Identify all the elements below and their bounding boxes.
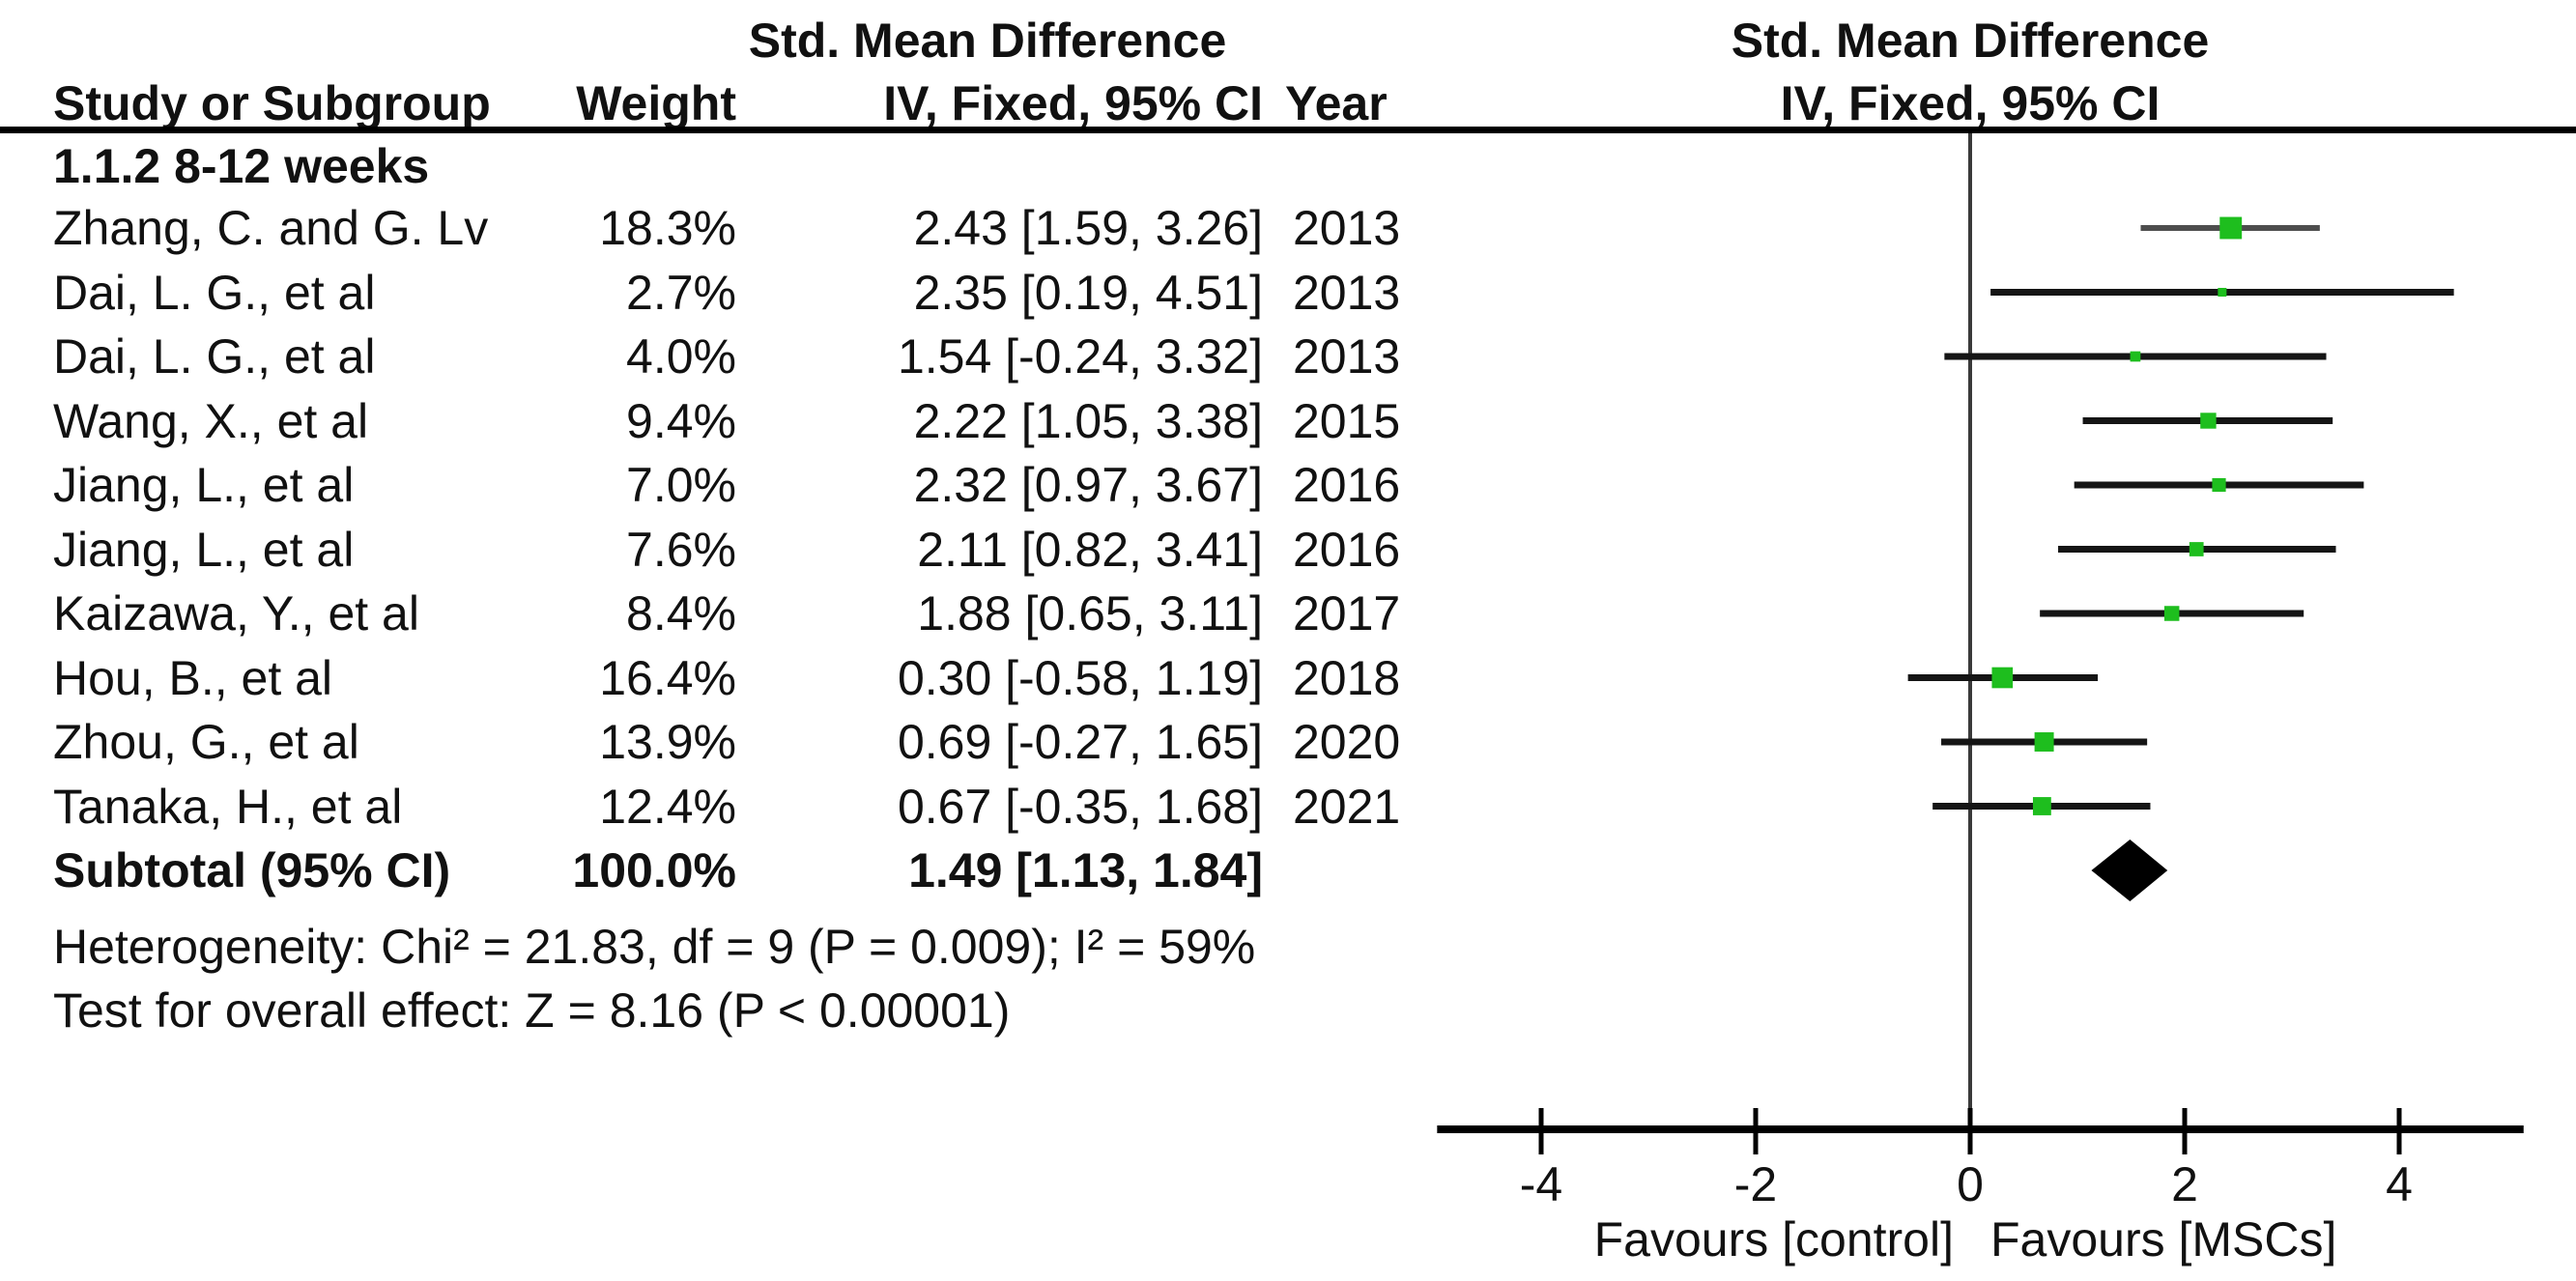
method-header-right: IV, Fixed, 95% CI <box>1780 76 2161 130</box>
study-weight: 100.0% <box>572 843 736 897</box>
table-row: Zhang, C. and G. Lv 18.3% 2.43 [1.59, 3.26… <box>0 196 2576 260</box>
study-weight: 4.0% <box>626 329 736 384</box>
study-weight: 12.4% <box>599 779 736 834</box>
study-ci: 0.69 [-0.27, 1.65] <box>897 715 1263 769</box>
effect-marker <box>2189 542 2204 556</box>
effect-marker <box>2163 606 2180 621</box>
effect-marker <box>2218 288 2227 297</box>
study-year: 2020 <box>1293 715 1401 769</box>
study-name: Dai, L. G., et al <box>53 265 376 320</box>
study-weight: 18.3% <box>599 201 736 255</box>
effect-marker <box>2032 797 2051 815</box>
table-row: Hou, B., et al 16.4% 0.30 [-0.58, 1.19] 201… <box>0 646 2576 710</box>
effect-measure-header-left: Std. Mean Difference <box>748 14 1227 68</box>
effect-marker <box>2200 413 2217 429</box>
study-name: Subtotal (95% CI) <box>53 843 451 897</box>
study-name: Kaizawa, Y., et al <box>53 586 419 640</box>
subtotal-diamond <box>2091 840 2168 901</box>
study-ci: 0.67 [-0.35, 1.68] <box>897 779 1263 834</box>
study-year: 2013 <box>1293 265 1401 320</box>
tick-label: 4 <box>2386 1157 2413 1211</box>
study-ci: 2.32 [0.97, 3.67] <box>913 458 1263 512</box>
study-year: 2013 <box>1293 329 1401 384</box>
study-ci: 2.22 [1.05, 3.38] <box>913 393 1263 448</box>
effect-marker <box>2212 477 2226 493</box>
header-rule <box>0 127 2576 133</box>
study-weight: 7.0% <box>626 458 736 512</box>
table-row: Kaizawa, Y., et al 8.4% 1.88 [0.65, 3.11] 2… <box>0 582 2576 645</box>
column-header-year: Year <box>1285 76 1388 130</box>
study-year: 2016 <box>1293 458 1401 512</box>
study-year: 2013 <box>1293 201 1401 255</box>
study-year: 2016 <box>1293 522 1401 577</box>
tick-label: -2 <box>1734 1157 1777 1211</box>
study-name: Zhang, C. and G. Lv <box>53 201 489 255</box>
study-name: Wang, X., et al <box>53 393 369 448</box>
tick-label: 0 <box>1957 1157 1984 1211</box>
overall-effect-text: Test for overall effect: Z = 8.16 (P < 0… <box>53 983 1011 1038</box>
study-weight: 16.4% <box>599 650 736 705</box>
table-row: Dai, L. G., et al 2.7% 2.35 [0.19, 4.51] 20… <box>0 261 2576 325</box>
tick-label: 2 <box>2171 1157 2198 1211</box>
effect-marker <box>2130 351 2141 362</box>
column-header-weight: Weight <box>576 76 736 130</box>
study-weight: 7.6% <box>626 522 736 577</box>
study-ci: 1.88 [0.65, 3.11] <box>917 586 1263 640</box>
study-ci: 2.11 [0.82, 3.41] <box>917 522 1263 577</box>
table-row: Tanaka, H., et al 12.4% 0.67 [-0.35, 1.68]… <box>0 775 2576 839</box>
column-header-study: Study or Subgroup <box>53 76 491 130</box>
study-year: 2017 <box>1293 586 1401 640</box>
study-weight: 9.4% <box>626 393 736 448</box>
study-weight: 8.4% <box>626 586 736 640</box>
study-year: 2018 <box>1293 650 1401 705</box>
study-year: 2015 <box>1293 393 1401 448</box>
table-row: Dai, L. G., et al 4.0% 1.54 [-0.24, 3.32] 2… <box>0 325 2576 388</box>
table-row: Zhou, G., et al 13.9% 0.69 [-0.27, 1.65] 20… <box>0 710 2576 774</box>
effect-marker <box>2219 216 2243 240</box>
study-ci: 2.43 [1.59, 3.26] <box>913 201 1263 255</box>
study-name: Zhou, G., et al <box>53 715 359 769</box>
study-year: 2021 <box>1293 779 1401 834</box>
table-row: Jiang, L., et al 7.6% 2.11 [0.82, 3.41] 201… <box>0 518 2576 582</box>
subgroup-title: 1.1.2 8-12 weeks <box>53 139 430 193</box>
study-name: Jiang, L., et al <box>53 522 355 577</box>
study-ci: 2.35 [0.19, 4.51] <box>913 265 1263 320</box>
column-header-method: IV, Fixed, 95% CI <box>883 76 1263 130</box>
table-row: Subtotal (95% CI) 100.0% 1.49 [1.13, 1.84] <box>0 839 2576 902</box>
effect-measure-header-right: Std. Mean Difference <box>1731 14 2210 68</box>
study-ci: 1.54 [-0.24, 3.32] <box>897 329 1263 384</box>
table-row: Wang, X., et al 9.4% 2.22 [1.05, 3.38] 2015 <box>0 389 2576 453</box>
study-ci: 0.30 [-0.58, 1.19] <box>897 650 1263 705</box>
study-name: Tanaka, H., et al <box>53 779 403 834</box>
effect-marker <box>2034 732 2054 752</box>
study-name: Hou, B., et al <box>53 650 333 705</box>
study-weight: 2.7% <box>626 265 736 320</box>
study-ci: 1.49 [1.13, 1.84] <box>908 843 1263 897</box>
table-row: Jiang, L., et al 7.0% 2.32 [0.97, 3.67] 201… <box>0 453 2576 517</box>
favours-left-label: Favours [control] <box>1594 1212 1954 1267</box>
tick-label: -4 <box>1520 1157 1562 1211</box>
study-name: Jiang, L., et al <box>53 458 355 512</box>
study-name: Dai, L. G., et al <box>53 329 376 384</box>
study-weight: 13.9% <box>599 715 736 769</box>
effect-marker <box>1991 667 2014 689</box>
favours-right-label: Favours [MSCs] <box>1990 1212 2336 1267</box>
heterogeneity-text: Heterogeneity: Chi² = 21.83, df = 9 (P =… <box>53 920 1256 974</box>
